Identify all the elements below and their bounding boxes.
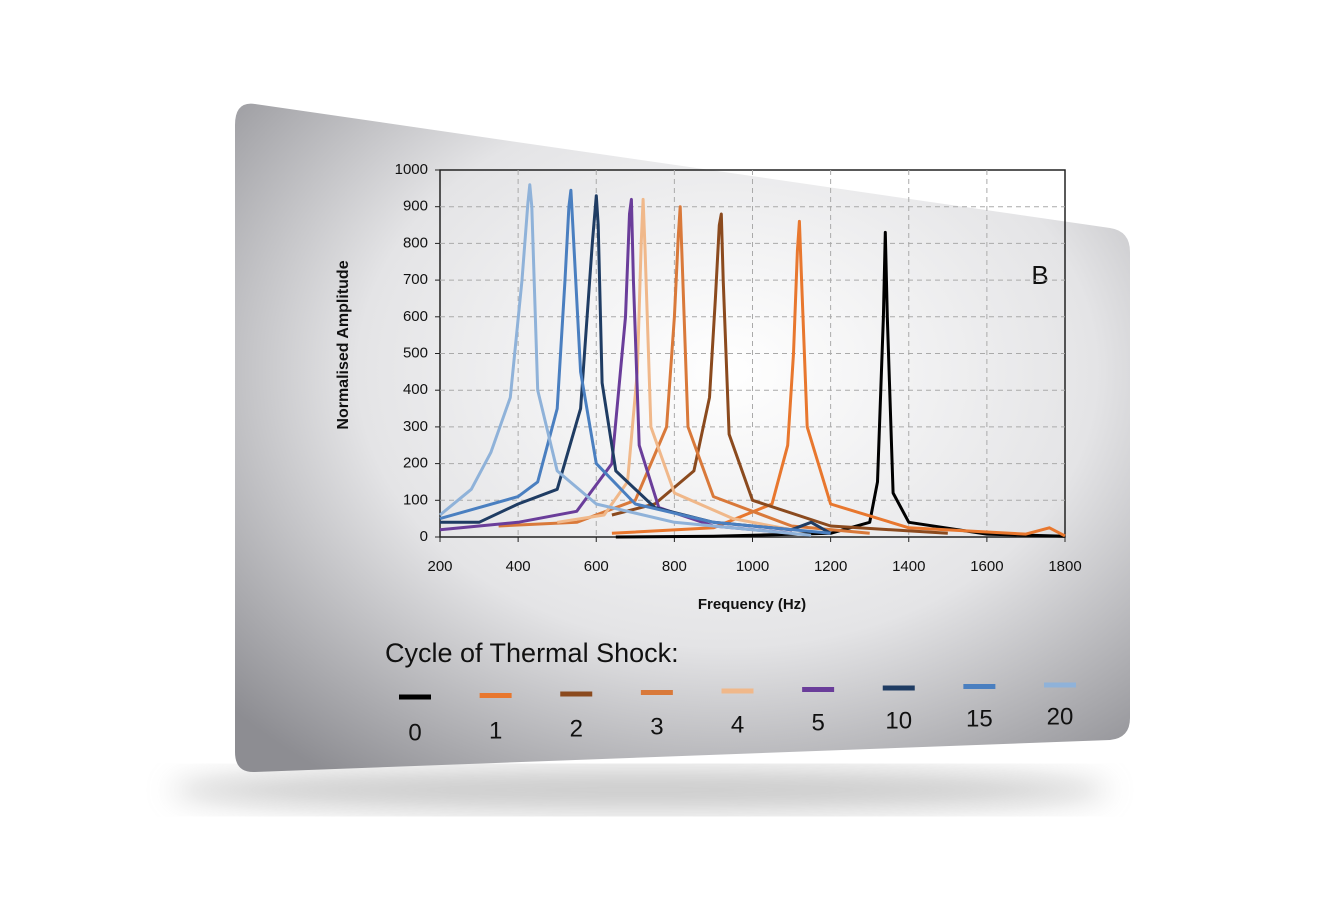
series-line (611, 219, 1066, 538)
annotation: B (1031, 260, 1048, 290)
y-axis-label: Normalised Amplitude (335, 260, 352, 429)
y-tick-label: 300 (403, 418, 428, 435)
x-axis-label: Frequency (Hz) (698, 596, 806, 613)
x-tick-label: 1000 (736, 558, 769, 575)
y-tick-label: 700 (403, 271, 428, 288)
x-tick-label: 1400 (892, 558, 925, 575)
series-line (556, 197, 792, 532)
legend-label: 2 (570, 715, 583, 742)
y-tick-label: 1000 (395, 161, 428, 178)
y-tick-label: 800 (403, 234, 428, 251)
x-tick-label: 600 (584, 558, 609, 575)
x-tick-label: 1800 (1048, 558, 1081, 575)
series-line (498, 205, 870, 535)
legend-label: 5 (811, 709, 824, 736)
y-tick-label: 900 (403, 198, 428, 215)
y-tick-label: 0 (420, 528, 428, 545)
x-tick-label: 400 (506, 558, 531, 575)
y-tick-label: 500 (403, 344, 428, 361)
y-tick-label: 600 (403, 308, 428, 325)
x-tick-label: 1600 (970, 558, 1003, 575)
y-tick-label: 400 (403, 381, 428, 398)
x-tick-label: 800 (662, 558, 687, 575)
legend-label: 1 (489, 717, 502, 744)
legend-label: 0 (408, 719, 421, 746)
x-tick-label: 200 (427, 558, 452, 575)
legend-title: Cycle of Thermal Shock: (385, 638, 679, 668)
y-tick-label: 100 (403, 491, 428, 508)
legend-label: 10 (885, 707, 912, 734)
series-line (439, 188, 831, 535)
legend-label: 4 (731, 711, 744, 738)
series-line (439, 183, 812, 537)
y-tick-label: 200 (403, 455, 428, 472)
legend-label: 20 (1047, 703, 1074, 730)
series-line (611, 212, 948, 535)
legend-label: 3 (650, 713, 663, 740)
card (235, 103, 1130, 773)
card-shadow (170, 768, 1110, 812)
x-tick-label: 1200 (814, 558, 847, 575)
legend-label: 15 (966, 705, 993, 732)
